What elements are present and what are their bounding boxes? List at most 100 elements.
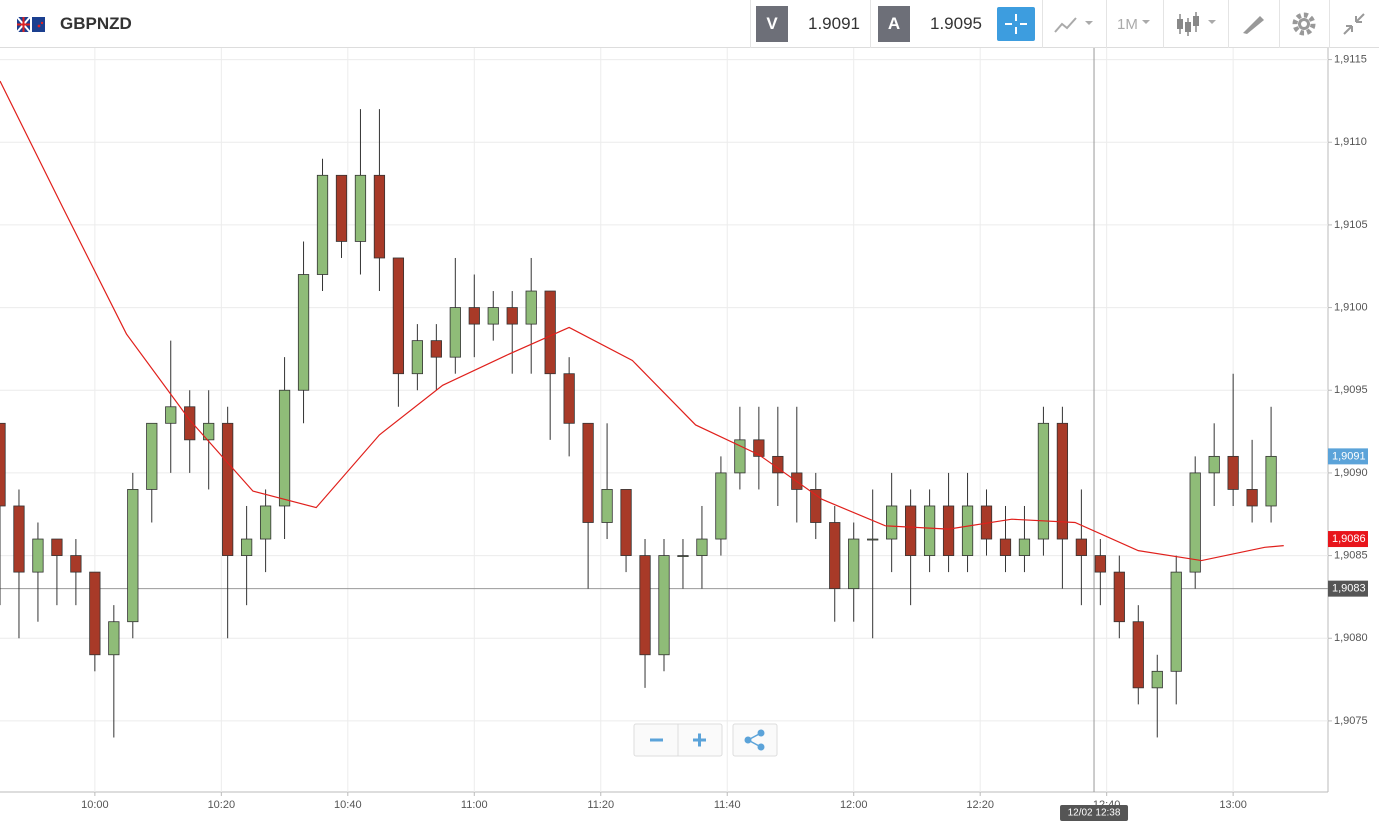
x-tick-label: 12:00 (840, 799, 868, 811)
x-tick-label: 11:00 (461, 799, 488, 811)
candle-body (89, 571, 101, 656)
candle-body (335, 174, 348, 242)
candle-body (544, 290, 556, 375)
candle-body (1056, 422, 1069, 540)
x-tick-label: 11:20 (587, 799, 614, 811)
x-tick-label: 11:40 (714, 799, 741, 811)
y-tick-label: 1,9080 (1334, 632, 1368, 644)
candle-body (1113, 571, 1125, 623)
x-tick-label: 10:00 (81, 799, 109, 811)
crosshair-price-label: 1,9083 (1332, 583, 1366, 595)
candle-body (525, 290, 537, 325)
buy-price: 1.9095 (930, 14, 982, 33)
candle-body (354, 174, 367, 242)
candle-body (696, 538, 708, 556)
y-tick-label: 1,9090 (1334, 467, 1368, 479)
candle-body (905, 505, 917, 556)
candle-body (203, 422, 215, 441)
candle-body (734, 439, 746, 474)
candle-body (449, 307, 461, 358)
candle-body (32, 538, 44, 573)
candle-body (487, 307, 499, 325)
candle-body (1246, 489, 1258, 507)
symbol: GBPNZD (60, 14, 132, 33)
sell-button[interactable]: V (756, 6, 788, 42)
separator (750, 0, 751, 48)
candle-body (582, 422, 594, 523)
candle-body (1132, 621, 1144, 689)
price-tag (1328, 448, 1368, 465)
candle-body (715, 472, 727, 540)
sell-price: 1.9091 (808, 14, 860, 33)
candle-body (639, 555, 651, 656)
separator (1163, 0, 1164, 48)
candle-body (1018, 538, 1031, 556)
candle-body (601, 489, 613, 523)
candle-body (923, 505, 936, 556)
candle-body (506, 307, 518, 325)
candle-body (1094, 555, 1106, 573)
candles-icon[interactable] (1174, 10, 1222, 38)
flag-icon (17, 17, 45, 32)
candle-body (1227, 455, 1239, 490)
x-tick-label: 13:00 (1219, 799, 1247, 811)
moving-average-line (0, 80, 1284, 562)
candle-body (1265, 455, 1277, 507)
separator (1279, 0, 1280, 48)
candle-body (1151, 670, 1163, 689)
candle-body (848, 538, 860, 590)
candle-body (677, 555, 689, 557)
candle-body (867, 538, 879, 541)
y-tick-label: 1,9115 (1334, 53, 1367, 65)
candle-body (810, 489, 822, 523)
candle-body (51, 538, 63, 556)
crosshair-time-tag (1060, 805, 1129, 821)
crosshair-button[interactable] (997, 7, 1035, 41)
candle-body (999, 538, 1012, 556)
candle-body (146, 422, 158, 490)
candle-body (127, 489, 139, 623)
candle-body (316, 174, 329, 275)
candle-body (563, 373, 575, 424)
candle-body (184, 406, 196, 441)
x-tick-label: 10:40 (334, 799, 362, 811)
price-tag-label: 1,9091 (1332, 450, 1366, 462)
y-tick-label: 1,9100 (1334, 301, 1368, 313)
candle-body (1208, 455, 1220, 474)
candle-body (278, 389, 291, 507)
collapse-icon[interactable] (1340, 10, 1368, 38)
candle-body (753, 439, 765, 457)
draw-icon[interactable] (1240, 12, 1268, 36)
zoom-in-button[interactable] (693, 733, 706, 747)
crosshair-time-label: 12/02 12:38 (1068, 808, 1121, 819)
x-tick-label: 10:20 (208, 799, 236, 811)
buy-button[interactable]: A (878, 6, 910, 42)
y-tick-label: 1,9110 (1334, 136, 1367, 148)
candle-body (222, 422, 234, 556)
candle-body (658, 555, 670, 656)
candle-body (1037, 422, 1050, 540)
candle-body (241, 538, 253, 556)
chart-type-icon[interactable] (1052, 12, 1102, 36)
candle-body (0, 422, 6, 507)
candle-body (259, 505, 272, 540)
candle-body (430, 340, 442, 358)
candle-body (1189, 472, 1201, 573)
candle-body (392, 257, 405, 375)
share-button[interactable] (744, 729, 765, 751)
separator (1329, 0, 1330, 48)
x-tick-label: 12:20 (966, 799, 994, 811)
candle-body (886, 505, 898, 540)
price-tag (1328, 531, 1368, 548)
toolbar: GBPNZD V 1.9091 A 1.9095 1M (0, 0, 1379, 48)
candle-body (297, 274, 310, 391)
settings-icon[interactable] (1290, 10, 1318, 38)
separator (1228, 0, 1229, 48)
timeframe[interactable]: 1M (1117, 16, 1138, 33)
candle-body (961, 505, 974, 556)
candle-body (70, 555, 82, 573)
candle-body (1170, 571, 1182, 672)
candle-body (620, 489, 632, 556)
